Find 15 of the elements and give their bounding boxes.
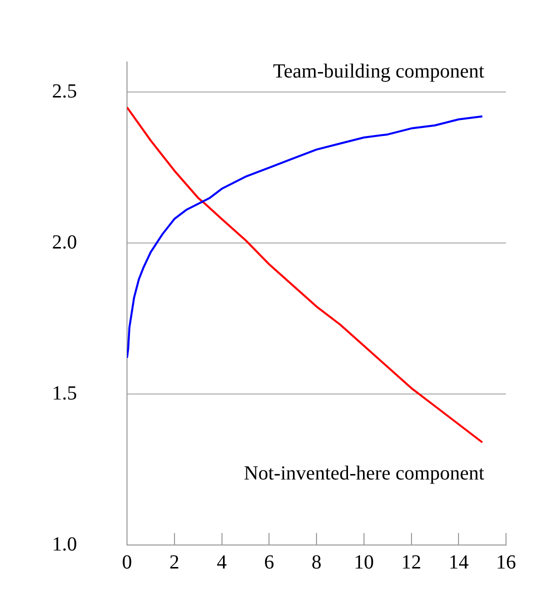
y-tick-label: 2.0 (52, 231, 77, 254)
x-tick-label: 10 (354, 551, 374, 574)
series-label: Not-invented-here component (244, 462, 485, 485)
y-tick-label: 1.5 (52, 382, 77, 404)
x-tick-label: 0 (122, 551, 132, 574)
x-tick-label: 2 (169, 551, 180, 574)
x-tick-label: 4 (216, 551, 227, 574)
x-tick-label: 8 (312, 551, 322, 574)
x-tick-label: 16 (496, 551, 516, 574)
series-label: Team-building component (272, 60, 485, 82)
x-tick-label: 14 (448, 551, 469, 574)
x-tick-label: 6 (264, 551, 274, 574)
y-tick-label: 2.5 (52, 80, 77, 102)
y-tick-label: 1.0 (52, 533, 77, 556)
x-tick-label: 12 (401, 551, 422, 574)
